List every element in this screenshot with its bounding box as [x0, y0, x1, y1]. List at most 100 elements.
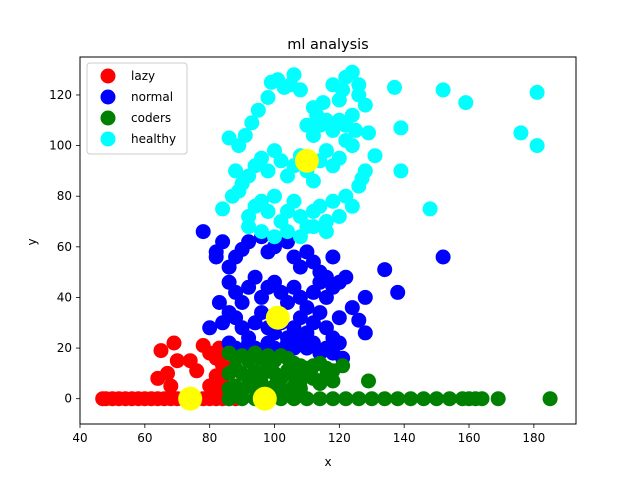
point-coders-56: [338, 391, 354, 407]
point-healthy-50: [260, 203, 276, 219]
point-normal-53: [292, 310, 308, 326]
point-coders-34: [325, 373, 341, 389]
point-coders-71: [361, 373, 376, 389]
legend-marker-coders: [100, 110, 116, 126]
point-healthy-2: [244, 115, 260, 131]
y-tick-label: 80: [57, 189, 72, 203]
point-normal-23: [247, 269, 263, 285]
x-tick-label: 120: [328, 431, 351, 445]
point-normal-83: [390, 284, 406, 300]
point-healthy-41: [344, 138, 360, 154]
point-healthy-68: [267, 229, 282, 245]
point-lazy-27: [163, 378, 179, 394]
y-axis-label: y: [25, 238, 39, 245]
x-tick-label: 40: [72, 431, 87, 445]
point-normal-18: [325, 249, 341, 265]
y-tick-label: 20: [57, 341, 72, 355]
point-healthy-58: [312, 198, 328, 214]
point-coders-51: [273, 391, 289, 407]
centroid-0: [178, 386, 203, 411]
point-healthy-80: [344, 107, 360, 123]
legend-label-lazy: lazy: [131, 69, 155, 83]
y-axis: 0 20 40 60 80 100 120: [49, 88, 80, 406]
point-normal-37: [338, 269, 354, 285]
axes-frame: [79, 56, 577, 425]
point-coders-61: [403, 391, 419, 407]
point-healthy-44: [215, 201, 231, 217]
point-normal-77: [331, 335, 347, 351]
legend-box: [86, 62, 188, 155]
x-tick-label: 160: [458, 431, 481, 445]
point-healthy-83: [387, 79, 402, 95]
centroid-1: [252, 386, 277, 411]
point-healthy-13: [315, 95, 331, 111]
point-normal-21: [234, 295, 250, 310]
point-coders-69: [490, 391, 506, 407]
point-coders-53: [299, 391, 315, 407]
legend-marker-normal: [100, 89, 116, 105]
point-coders-57: [351, 391, 367, 407]
point-healthy-90: [529, 84, 545, 100]
point-lazy-39: [202, 378, 218, 394]
x-axis-label: x: [324, 455, 331, 469]
point-normal-80: [357, 325, 373, 341]
point-healthy-23: [228, 163, 244, 179]
legend-label-healthy: healthy: [131, 132, 176, 146]
point-lazy-26: [160, 365, 175, 381]
x-axis: 40 60 80 100 120 140 160 180: [72, 424, 545, 445]
x-tick-label: 60: [137, 431, 152, 445]
point-coders-55: [325, 391, 341, 407]
point-healthy-63: [344, 198, 360, 214]
point-coders-60: [390, 391, 406, 407]
point-normal-7: [241, 234, 257, 250]
point-coders-62: [416, 391, 432, 407]
centroid-3: [294, 148, 319, 173]
point-normal-28: [280, 295, 295, 310]
point-coders-48: [234, 391, 250, 407]
point-coders-68: [474, 391, 490, 407]
point-healthy-69: [280, 224, 295, 240]
point-coders-70: [542, 391, 558, 407]
point-healthy-30: [273, 153, 289, 169]
point-healthy-46: [231, 183, 247, 199]
point-healthy-22: [221, 130, 237, 146]
series-healthy: [215, 64, 545, 245]
y-tick-label: 100: [49, 139, 72, 153]
point-lazy-23: [166, 335, 182, 351]
point-healthy-71: [305, 219, 321, 235]
point-normal-39: [211, 295, 227, 310]
point-healthy-85: [393, 163, 409, 179]
point-coders-47: [221, 391, 237, 407]
chart-title: ml analysis: [287, 37, 368, 53]
point-coders-52: [286, 391, 302, 407]
point-healthy-4: [260, 90, 276, 105]
point-healthy-61: [331, 209, 347, 224]
x-tick-label: 140: [393, 431, 416, 445]
point-healthy-87: [435, 82, 451, 98]
point-coders-58: [364, 391, 380, 407]
point-healthy-89: [513, 125, 529, 141]
y-tick-label: 60: [57, 240, 72, 254]
legend-label-normal: normal: [131, 90, 173, 104]
point-healthy-82: [367, 148, 383, 164]
point-normal-13: [292, 259, 308, 275]
point-healthy-67: [254, 224, 269, 240]
point-normal-38: [344, 300, 360, 316]
point-normal-47: [254, 305, 269, 321]
legend-marker-lazy: [100, 68, 116, 84]
point-healthy-10: [292, 82, 308, 98]
point-normal-59: [331, 310, 347, 326]
point-healthy-88: [458, 95, 474, 111]
point-healthy-35: [305, 173, 321, 189]
point-healthy-16: [335, 82, 351, 98]
legend-marker-healthy: [100, 131, 116, 147]
point-healthy-54: [286, 193, 302, 209]
point-healthy-28: [260, 163, 276, 179]
point-normal-82: [377, 262, 393, 278]
point-normal-33: [312, 274, 328, 290]
point-healthy-37: [318, 143, 334, 159]
point-coders-64: [442, 391, 458, 407]
x-tick-label: 100: [263, 431, 286, 445]
point-coders-59: [377, 391, 393, 407]
